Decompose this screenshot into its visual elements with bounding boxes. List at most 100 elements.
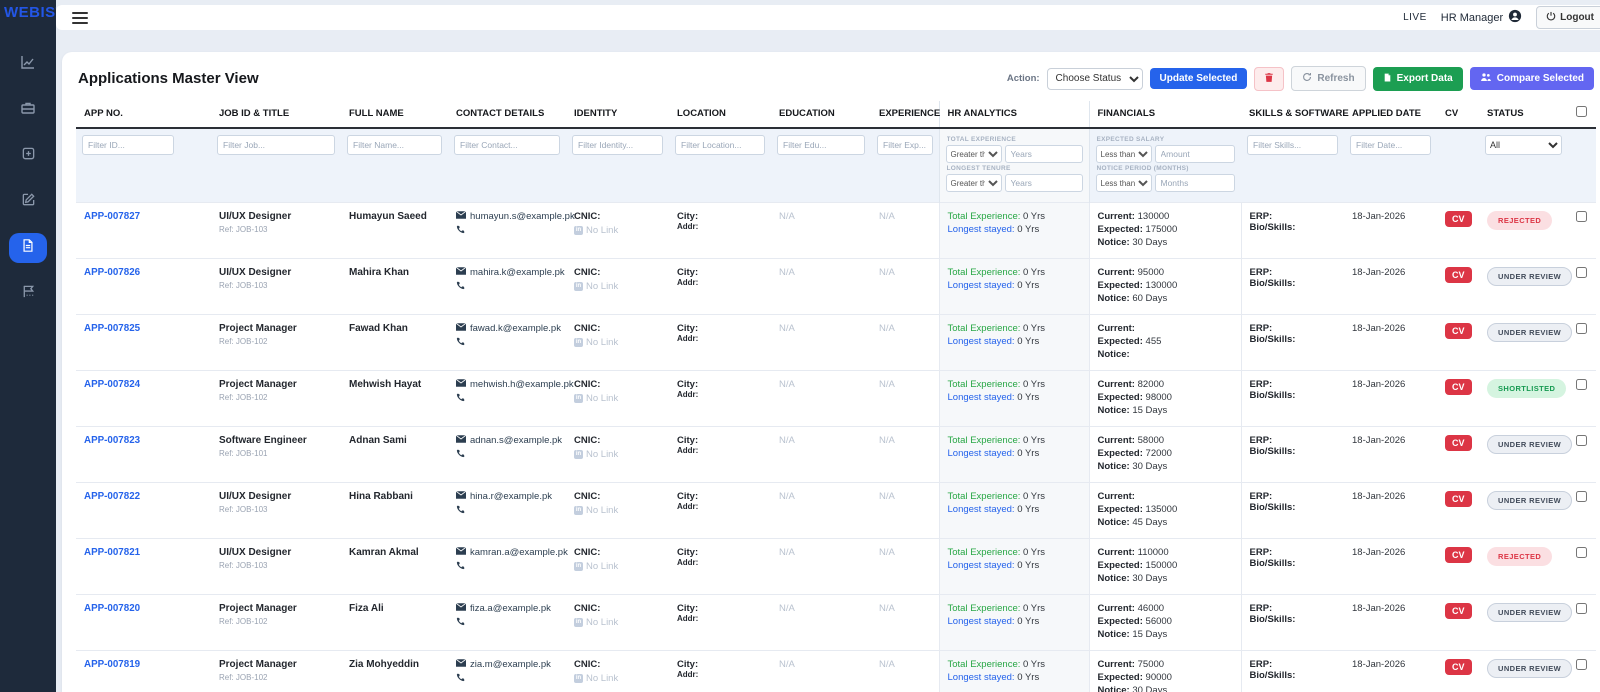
sidebar-item-jobs[interactable] <box>9 95 47 125</box>
sidebar-item-reports[interactable] <box>9 279 47 309</box>
row-checkbox[interactable] <box>1576 435 1587 446</box>
select-all-checkbox[interactable] <box>1576 106 1587 117</box>
current-salary-value: 75000 <box>1137 659 1165 670</box>
cv-button[interactable]: CV <box>1445 547 1472 563</box>
user-menu[interactable]: HR Manager <box>1441 9 1522 26</box>
longest-tenure-input[interactable] <box>1004 174 1083 192</box>
expected-salary-input[interactable] <box>1154 145 1235 163</box>
cv-button[interactable]: CV <box>1445 267 1472 283</box>
email-text[interactable]: fiza.a@example.pk <box>470 603 551 614</box>
job-title: Software Engineer <box>219 435 307 446</box>
col-contact: CONTACT DETAILS <box>448 101 566 129</box>
row-checkbox[interactable] <box>1576 323 1587 334</box>
cv-button[interactable]: CV <box>1445 211 1472 227</box>
erp-label: ERP: <box>1249 435 1273 446</box>
table-row: APP-007825 Project Manager Ref: JOB-102 … <box>76 314 1596 371</box>
delete-button[interactable] <box>1254 66 1285 91</box>
current-salary-label: Current: <box>1097 323 1135 334</box>
longest-tenure-op-select[interactable]: Greater tha <box>945 174 1002 192</box>
city-label: City: <box>677 491 699 502</box>
application-link[interactable]: APP-007824 <box>84 379 141 390</box>
sidebar-item-applications[interactable] <box>9 233 47 263</box>
status-action-select[interactable]: Choose Status... <box>1046 67 1143 90</box>
row-checkbox[interactable] <box>1576 659 1587 670</box>
addr-label: Addr: <box>677 446 699 455</box>
filter-identity-input[interactable] <box>572 135 663 155</box>
filter-skills-input[interactable] <box>1247 135 1338 155</box>
email-text[interactable]: zia.m@example.pk <box>470 659 551 670</box>
addr-label: Addr: <box>677 334 699 343</box>
linkedin-icon: in <box>574 562 583 571</box>
compare-selected-button[interactable]: Compare Selected <box>1469 67 1594 90</box>
applications-table: APP NO. JOB ID & TITLE FULL NAME CONTACT… <box>76 101 1596 692</box>
email-text[interactable]: adnan.s@example.pk <box>470 435 563 446</box>
sidebar-item-add-job[interactable] <box>9 141 47 171</box>
row-checkbox[interactable] <box>1576 547 1587 558</box>
filter-location-input[interactable] <box>675 135 765 155</box>
filter-name-input[interactable] <box>347 135 442 155</box>
cv-button[interactable]: CV <box>1445 603 1472 619</box>
bio-skills-label: Bio/Skills: <box>1249 334 1296 345</box>
filter-exp-input[interactable] <box>877 135 933 155</box>
email-icon <box>455 658 467 670</box>
table-row: APP-007823 Software Engineer Ref: JOB-10… <box>76 426 1596 483</box>
notice-period-input[interactable] <box>1154 174 1235 192</box>
row-checkbox[interactable] <box>1576 603 1587 614</box>
refresh-button[interactable]: Refresh <box>1291 66 1366 91</box>
col-cv: CV <box>1437 101 1479 129</box>
email-text[interactable]: humayun.s@example.pk <box>470 211 575 222</box>
no-link-text: No Link <box>586 393 619 404</box>
job-title: UI/UX Designer <box>219 491 292 502</box>
cv-button[interactable]: CV <box>1445 491 1472 507</box>
filter-contact-input[interactable] <box>454 135 560 155</box>
row-checkbox[interactable] <box>1576 211 1587 222</box>
export-file-icon <box>1383 72 1392 86</box>
notice-period-op-select[interactable]: Less than <box>1095 174 1152 192</box>
phone-icon <box>456 505 465 517</box>
filter-job-input[interactable] <box>217 135 335 155</box>
filter-id-input[interactable] <box>82 135 174 155</box>
application-link[interactable]: APP-007822 <box>84 491 141 502</box>
logout-button[interactable]: Logout <box>1536 6 1600 29</box>
application-link[interactable]: APP-007819 <box>84 659 141 670</box>
application-link[interactable]: APP-007827 <box>84 211 141 222</box>
row-checkbox[interactable] <box>1576 491 1587 502</box>
longest-stayed-label: Longest stayed: <box>947 560 1015 571</box>
application-link[interactable]: APP-007825 <box>84 323 141 334</box>
email-text[interactable]: mehwish.h@example.pk <box>470 379 574 390</box>
city-label: City: <box>677 435 699 446</box>
cv-button[interactable]: CV <box>1445 323 1472 339</box>
total-experience-input[interactable] <box>1004 145 1083 163</box>
application-link[interactable]: APP-007826 <box>84 267 141 278</box>
hamburger-menu-icon[interactable] <box>72 11 88 24</box>
email-text[interactable]: mahira.k@example.pk <box>470 267 565 278</box>
plus-square-icon <box>21 146 36 166</box>
sidebar-item-dashboard[interactable] <box>9 49 47 79</box>
applicant-name: Adnan Sami <box>349 435 407 446</box>
filter-edu-input[interactable] <box>777 135 865 155</box>
email-text[interactable]: kamran.a@example.pk <box>470 547 568 558</box>
sidebar-item-edit[interactable] <box>9 187 47 217</box>
addr-label: Addr: <box>677 390 699 399</box>
cv-button[interactable]: CV <box>1445 435 1472 451</box>
total-experience-op-select[interactable]: Greater tha <box>945 145 1002 163</box>
row-checkbox[interactable] <box>1576 267 1587 278</box>
email-text[interactable]: hina.r@example.pk <box>470 491 552 502</box>
cv-button[interactable]: CV <box>1445 659 1472 675</box>
experience-value: N/A <box>879 267 895 278</box>
row-checkbox[interactable] <box>1576 379 1587 390</box>
expected-salary-label: Expected: <box>1097 504 1143 515</box>
application-link[interactable]: APP-007823 <box>84 435 141 446</box>
applicant-name: Mehwish Hayat <box>349 379 422 390</box>
export-data-button[interactable]: Export Data <box>1372 66 1463 91</box>
filter-date-input[interactable] <box>1350 135 1431 155</box>
addr-label: Addr: <box>677 670 699 679</box>
expected-salary-op-select[interactable]: Less than <box>1095 145 1152 163</box>
application-link[interactable]: APP-007820 <box>84 603 141 614</box>
applicant-name: Kamran Akmal <box>349 547 419 558</box>
cv-button[interactable]: CV <box>1445 379 1472 395</box>
email-text[interactable]: fawad.k@example.pk <box>470 323 561 334</box>
application-link[interactable]: APP-007821 <box>84 547 141 558</box>
status-filter-select[interactable]: All <box>1485 135 1562 155</box>
update-selected-button[interactable]: Update Selected <box>1149 68 1248 89</box>
